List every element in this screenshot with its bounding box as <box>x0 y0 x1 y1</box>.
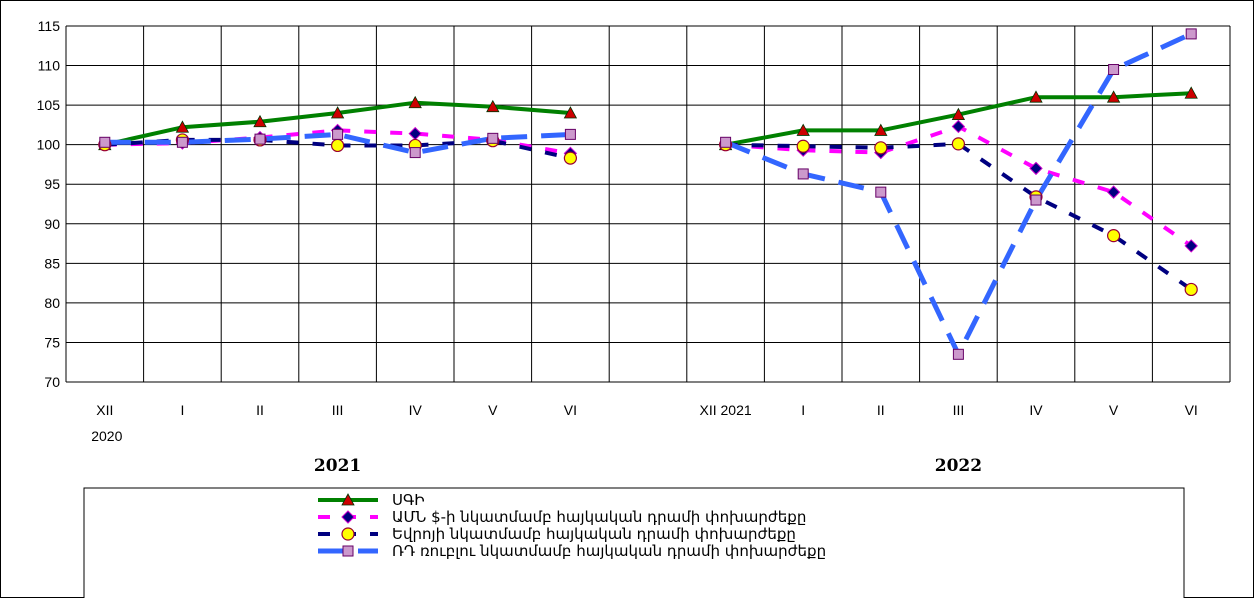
x-tick-label: IV <box>1029 402 1043 418</box>
data-point <box>1108 64 1120 76</box>
legend-label: ՍԳԻ <box>392 491 425 509</box>
x-tick-label: I <box>801 402 805 418</box>
x-tick-label: I <box>180 402 184 418</box>
y-tick-label: 100 <box>37 137 61 153</box>
data-point <box>409 147 421 159</box>
data-point <box>330 106 345 119</box>
data-point <box>1106 90 1121 103</box>
x-tick-label: III <box>953 402 965 418</box>
y-tick-label: 75 <box>44 334 60 350</box>
legend-swatch-marker <box>341 493 355 506</box>
x-tick-label: XII 2021 <box>700 402 752 418</box>
data-point <box>331 138 345 153</box>
year-label: 2021 <box>314 456 361 476</box>
data-point <box>332 128 344 140</box>
data-point <box>874 141 888 155</box>
legend-swatch-marker <box>341 527 355 541</box>
legend-box <box>83 487 1185 598</box>
data-point <box>797 168 809 180</box>
data-point <box>1185 28 1197 40</box>
data-point <box>1030 194 1042 206</box>
x-tick-label: III <box>332 402 344 418</box>
x-tick-label: VI <box>564 402 577 418</box>
data-point <box>486 99 500 113</box>
legend-swatch-marker <box>341 510 355 524</box>
legend-label: Եվրոյի նկատմամբ հայկական դրամի փոխարժեքը <box>392 525 796 543</box>
data-point <box>874 123 888 136</box>
legend-item: Եվրոյի նկատմամբ հայկական դրամի փոխարժեքը <box>318 525 796 543</box>
legend-label: ԱՄՆ $-ի նկատմամբ հայկական դրամի փոխարժեք… <box>392 508 806 526</box>
y-tick-label: 95 <box>44 176 60 192</box>
data-point <box>952 348 964 360</box>
data-point <box>1106 229 1121 243</box>
y-tick-label: 90 <box>44 216 60 232</box>
data-point <box>176 136 188 148</box>
series-layer <box>98 28 1198 360</box>
y-tick-label: 110 <box>38 58 61 74</box>
data-point <box>1106 185 1121 199</box>
legend-item: ՌԴ ռուբլու նկատմամբ հայկական դրամի փոխար… <box>318 542 826 560</box>
data-point <box>1029 90 1043 103</box>
y-tick-label: 70 <box>44 374 60 390</box>
grid <box>65 25 1231 383</box>
data-point <box>796 123 810 136</box>
data-point <box>563 151 578 165</box>
year-label: 2022 <box>935 456 982 476</box>
y-tick-label: 105 <box>37 97 61 113</box>
x-tick-label-line2: 2020 <box>91 428 122 444</box>
legend-label: ՌԴ ռուբլու նկատմամբ հայկական դրամի փոխար… <box>392 542 826 560</box>
year-labels: 2021 2022 <box>314 456 982 476</box>
data-point <box>720 136 732 148</box>
data-point <box>564 128 576 140</box>
data-point <box>254 133 266 145</box>
y-tick-label: 80 <box>44 295 60 311</box>
x-tick-label: IV <box>409 402 423 418</box>
y-tick-label: 115 <box>38 18 61 34</box>
legend-item: ՍԳԻ <box>318 491 425 509</box>
data-point <box>1029 161 1043 176</box>
x-tick-label: II <box>877 402 885 418</box>
data-point <box>1184 86 1198 99</box>
data-point <box>408 95 422 109</box>
x-tick-label: V <box>488 402 498 418</box>
data-point <box>563 106 578 119</box>
x-tick-label: II <box>256 402 264 418</box>
x-tick-label: V <box>1109 402 1119 418</box>
y-tick-label: 85 <box>44 255 60 271</box>
data-point <box>487 132 499 144</box>
legend-swatch-marker <box>342 545 354 557</box>
data-point <box>175 120 190 133</box>
data-point <box>875 186 887 198</box>
y-axis-ticks: 70 75 80 85 90 95 100 105 110 115 <box>37 18 61 390</box>
legend-item: ԱՄՆ $-ի նկատմամբ հայկական դրամի փոխարժեք… <box>318 508 806 526</box>
data-point <box>951 137 966 151</box>
data-point <box>951 107 966 121</box>
data-point <box>253 114 267 128</box>
data-point <box>1184 282 1198 297</box>
data-point <box>1184 239 1198 253</box>
data-point <box>796 139 810 153</box>
x-tick-label: XII <box>96 402 113 418</box>
data-point <box>951 119 966 134</box>
x-tick-label: VI <box>1185 402 1198 418</box>
data-point <box>99 136 111 148</box>
series-4-points <box>99 28 1197 360</box>
